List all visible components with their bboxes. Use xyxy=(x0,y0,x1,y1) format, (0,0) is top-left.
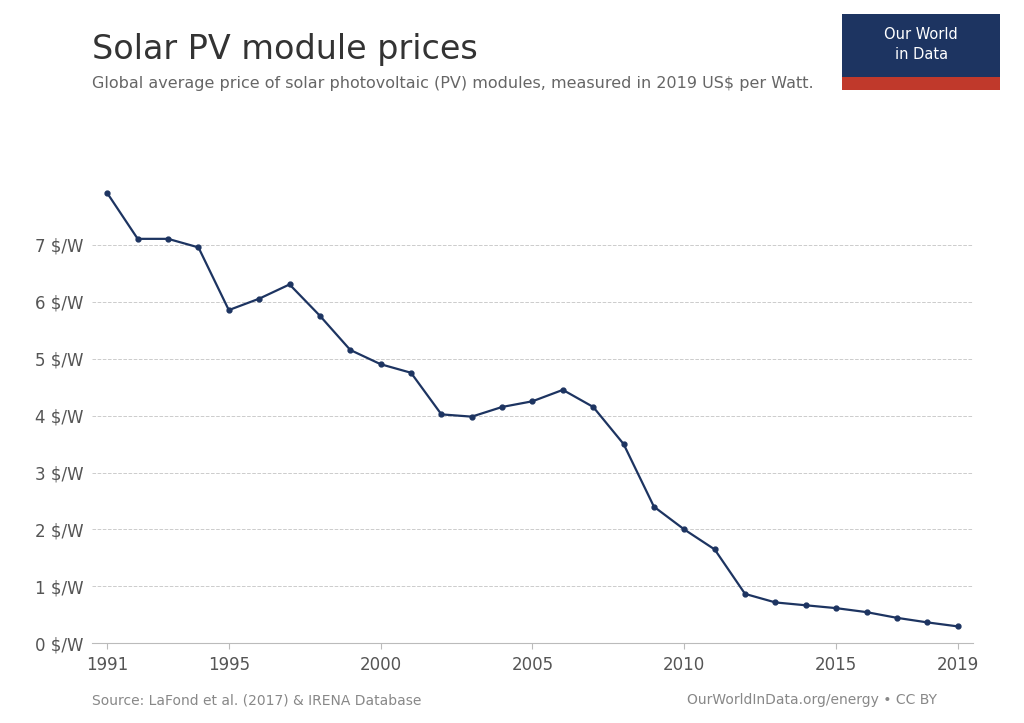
Text: in Data: in Data xyxy=(895,47,947,62)
Text: Global average price of solar photovoltaic (PV) modules, measured in 2019 US$ pe: Global average price of solar photovolta… xyxy=(92,76,814,91)
Text: Solar PV module prices: Solar PV module prices xyxy=(92,33,478,66)
Text: Our World: Our World xyxy=(884,27,958,43)
Text: Source: LaFond et al. (2017) & IRENA Database: Source: LaFond et al. (2017) & IRENA Dat… xyxy=(92,693,422,707)
Text: OurWorldInData.org/energy • CC BY: OurWorldInData.org/energy • CC BY xyxy=(687,693,937,707)
